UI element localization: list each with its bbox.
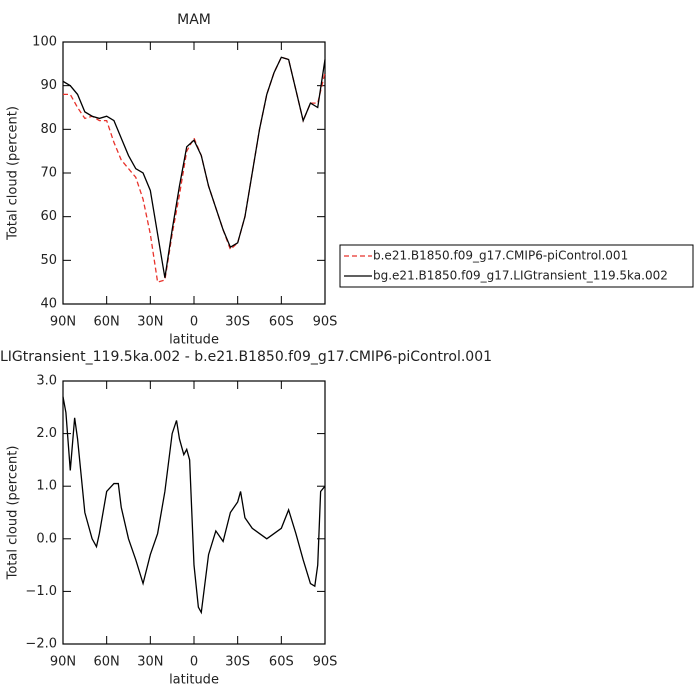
y-tick-label: 1.0 — [36, 479, 57, 494]
x-tick-label: 0 — [190, 315, 198, 330]
y-axis-label: Total cloud (percent) — [6, 106, 21, 241]
x-axis-label: latitude — [169, 673, 219, 688]
x-axis-label: latitude — [169, 333, 219, 348]
data-line — [62, 56, 326, 278]
chart-title: MAM — [177, 12, 211, 28]
legend-label: b.e21.B1850.f09_g17.CMIP6-piControl.001 — [373, 249, 628, 263]
chart-title: LIGtransient_119.5ka.002 - b.e21.B1850.f… — [0, 349, 492, 365]
y-tick-label: 90 — [40, 78, 57, 93]
plot-frame — [62, 380, 326, 645]
x-tick-label: 30N — [137, 655, 163, 670]
y-tick-label: 70 — [40, 166, 57, 181]
legend-label: bg.e21.B1850.f09_g17.LIGtransient_119.5k… — [373, 269, 668, 283]
y-tick-label: −1.0 — [25, 584, 57, 599]
x-tick-label: 90S — [313, 655, 338, 670]
y-tick-label: 100 — [32, 35, 57, 50]
x-tick-label: 60S — [269, 655, 294, 670]
y-axis-label: Total cloud (percent) — [6, 446, 21, 581]
y-tick-label: −2.0 — [25, 637, 57, 652]
y-tick-label: 40 — [40, 297, 57, 312]
y-tick-label: 80 — [40, 122, 57, 137]
y-tick-label: 60 — [40, 209, 57, 224]
data-line — [63, 56, 326, 284]
x-tick-label: 30S — [225, 315, 250, 330]
plot-frame — [62, 41, 326, 305]
y-tick-label: 0.0 — [36, 531, 57, 546]
x-tick-label: 60N — [94, 655, 120, 670]
x-tick-label: 30N — [137, 315, 163, 330]
legend-box — [339, 244, 694, 288]
x-tick-label: 60N — [94, 315, 120, 330]
y-tick-label: 2.0 — [36, 426, 57, 441]
x-tick-label: 90N — [50, 315, 76, 330]
y-tick-label: 3.0 — [36, 374, 57, 389]
x-tick-label: 90N — [50, 655, 76, 670]
x-tick-label: 30S — [225, 655, 250, 670]
x-tick-label: 90S — [313, 315, 338, 330]
x-tick-label: 0 — [190, 655, 198, 670]
x-tick-label: 60S — [269, 315, 294, 330]
data-line — [62, 396, 326, 615]
y-tick-label: 50 — [40, 253, 57, 268]
